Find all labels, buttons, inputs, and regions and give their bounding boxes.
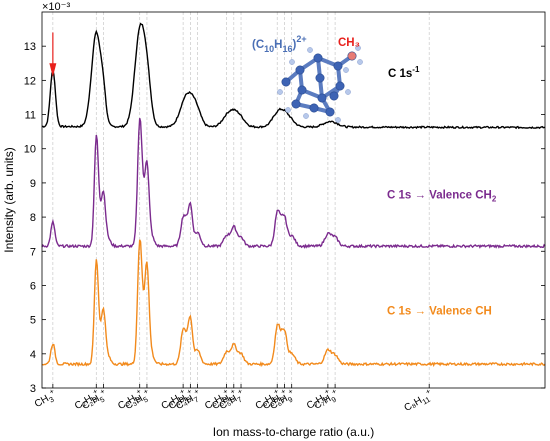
molecule-atom	[317, 93, 327, 103]
y-tick-label: 9	[30, 178, 36, 190]
molecule-atom	[297, 85, 307, 95]
y-tick-label: 12	[24, 75, 36, 87]
y-tick-label: 6	[30, 280, 36, 292]
x-axis: CH3+C₂H3+C₂H5+C₃H3+C₃H5+C₄H3+C₄H5+C₄H7+C…	[33, 384, 436, 416]
y-axis-title: Intensity (arb. units)	[2, 147, 16, 252]
molecule-hydrogen	[357, 59, 363, 65]
series-label-valence-ch: C 1s → Valence CH	[387, 306, 492, 318]
molecule-atom	[329, 91, 339, 101]
y-tick-label: 4	[30, 349, 36, 361]
x-tick-label: C₈H11+	[401, 386, 436, 416]
molecule-atom	[325, 107, 335, 117]
y-tick-label: 8	[30, 212, 36, 224]
series-label-core-ionized: C 1s-1	[388, 65, 420, 80]
y-tick-label: 7	[30, 246, 36, 258]
molecule-hydrogen	[303, 113, 309, 119]
ion-guide-lines	[52, 12, 430, 388]
methyl-label: CH₃	[338, 37, 360, 49]
y-axis: 3 4 5 6 7 8 9 10 11 12 13	[24, 41, 545, 395]
molecule-atom	[309, 103, 319, 113]
x-axis-title: Ion mass-to-charge ratio (a.u.)	[213, 425, 374, 439]
molecule-hydrogen	[289, 59, 295, 65]
y-tick-label: 13	[24, 41, 36, 53]
molecule-atom	[281, 77, 291, 87]
y-tick-label: 5	[30, 315, 36, 327]
molecule-atom	[347, 51, 357, 61]
molecule-hydrogen	[345, 89, 351, 95]
y-tick-label: 10	[24, 144, 36, 156]
series-label-valence-ch2: C 1s → Valence CH2	[387, 189, 497, 203]
molecule-hydrogen	[343, 67, 349, 73]
y-tick-label: 3	[30, 383, 36, 395]
y-tick-label: 11	[25, 110, 36, 122]
molecule-atom	[315, 73, 325, 83]
plot-frame	[41, 11, 546, 389]
molecule-atom	[335, 81, 345, 91]
molecule-formula: (C10H16)2+	[252, 34, 307, 54]
molecule-hydrogen	[307, 47, 313, 53]
molecule-hydrogen	[355, 45, 361, 51]
y-exponent-label: ×10⁻³	[42, 1, 70, 13]
arrow-head	[49, 63, 57, 77]
series-line	[41, 22, 546, 130]
series-line	[41, 118, 546, 249]
red-arrow-icon	[49, 32, 57, 77]
molecule-structure-icon	[277, 45, 363, 123]
series-line	[41, 239, 546, 368]
molecule-atom	[295, 65, 305, 75]
molecule-hydrogen	[285, 107, 291, 113]
molecule-hydrogen	[277, 89, 283, 95]
molecule-atom	[333, 61, 343, 71]
molecule-hydrogen	[335, 117, 341, 123]
molecule-atom	[291, 99, 301, 109]
molecule-atom	[313, 53, 323, 63]
series-layer	[41, 22, 546, 368]
